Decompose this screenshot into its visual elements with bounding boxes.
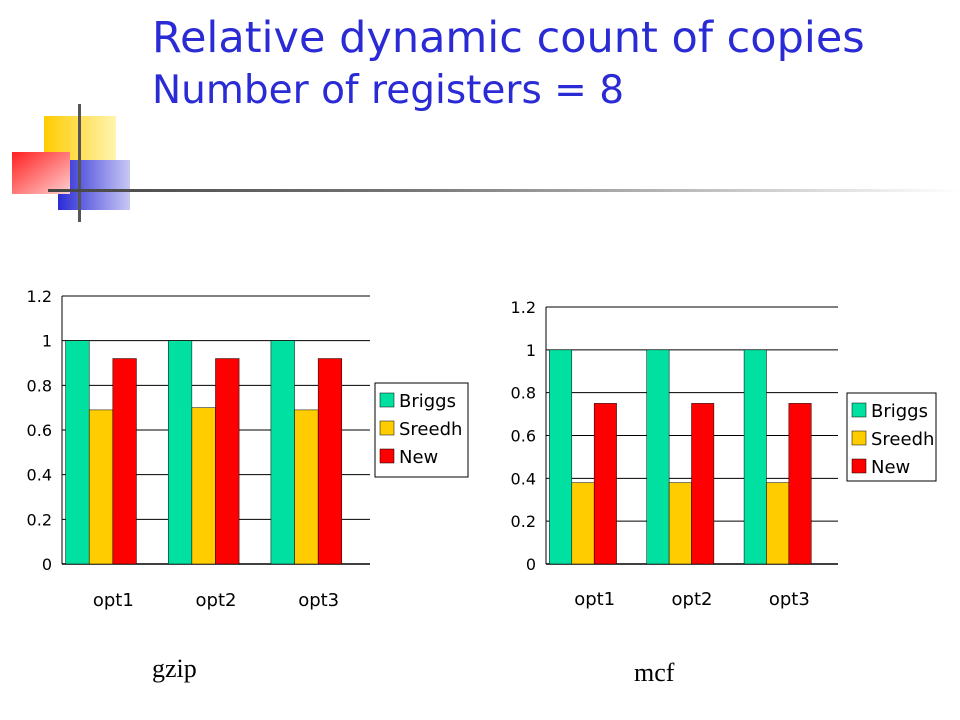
y-tick-label: 1 xyxy=(526,341,536,360)
legend: Briggs Sreedh New xyxy=(851,401,934,478)
bar-new xyxy=(593,403,617,565)
logo-vertical-line xyxy=(78,104,81,222)
logo-red-square xyxy=(12,152,70,194)
y-tick-label: 0.8 xyxy=(27,376,52,395)
caption-gzip: gzip xyxy=(152,654,197,683)
y-tick-label: 0 xyxy=(526,555,536,574)
legend-swatch xyxy=(851,402,867,418)
legend-label: Briggs xyxy=(871,401,928,422)
legend-label: Briggs xyxy=(399,391,456,412)
bar-new xyxy=(691,403,715,565)
legend-label: New xyxy=(871,457,910,478)
title-rule xyxy=(48,189,960,192)
bar-new xyxy=(788,403,812,565)
bar-briggs xyxy=(65,340,90,565)
bar-briggs xyxy=(270,340,295,565)
corner-logo xyxy=(12,104,960,222)
bar-briggs xyxy=(549,349,573,565)
legend-box xyxy=(846,392,937,482)
legend-label: Sreedh xyxy=(399,419,462,440)
subtitle-text: Number of registers = 8 xyxy=(152,68,625,113)
category-label: opt2 xyxy=(672,589,713,610)
bar-new xyxy=(317,358,343,565)
bar-sreedh xyxy=(571,482,595,565)
y-tick-label: 0 xyxy=(42,555,52,574)
category-label: opt3 xyxy=(298,590,339,611)
bar-new xyxy=(112,358,137,565)
bar-briggs xyxy=(646,349,670,565)
y-tick-label: 0.6 xyxy=(27,421,52,440)
category-label: opt2 xyxy=(196,590,237,611)
y-tick-label: 0.2 xyxy=(511,512,536,531)
y-tick-label: 1.2 xyxy=(27,287,52,306)
bar-sreedh xyxy=(191,407,216,565)
bar-briggs xyxy=(743,349,767,565)
y-tick-label: 1.2 xyxy=(511,298,536,317)
y-tick-label: 1 xyxy=(42,332,52,351)
legend-swatch xyxy=(379,448,395,464)
legend-label: New xyxy=(399,447,438,468)
legend-swatch xyxy=(379,392,395,408)
y-tick-label: 0.8 xyxy=(511,384,536,403)
bar-sreedh xyxy=(668,482,692,565)
legend-swatch xyxy=(851,430,867,446)
title-text: Relative dynamic count of copies xyxy=(152,13,865,63)
category-label: opt1 xyxy=(93,590,134,611)
caption-mcf: mcf xyxy=(634,658,675,687)
bar-new xyxy=(215,358,240,565)
y-tick-label: 0.4 xyxy=(27,466,52,485)
bar-briggs xyxy=(168,340,193,565)
legend-label: Sreedh xyxy=(871,429,934,450)
category-label: opt3 xyxy=(769,589,810,610)
bar-sreedh xyxy=(294,409,319,565)
legend-swatch xyxy=(851,458,867,474)
bar-sreedh xyxy=(88,409,114,565)
legend-box xyxy=(374,382,469,478)
bar-sreedh xyxy=(766,482,790,565)
y-tick-label: 0.6 xyxy=(511,427,536,446)
category-label: opt1 xyxy=(574,589,615,610)
slide-title: Relative dynamic count of copies Number … xyxy=(152,10,932,116)
y-tick-label: 0.2 xyxy=(27,510,52,529)
legend-swatch xyxy=(379,420,395,436)
legend: Briggs Sreedh New xyxy=(379,391,462,468)
y-tick-label: 0.4 xyxy=(511,469,536,488)
